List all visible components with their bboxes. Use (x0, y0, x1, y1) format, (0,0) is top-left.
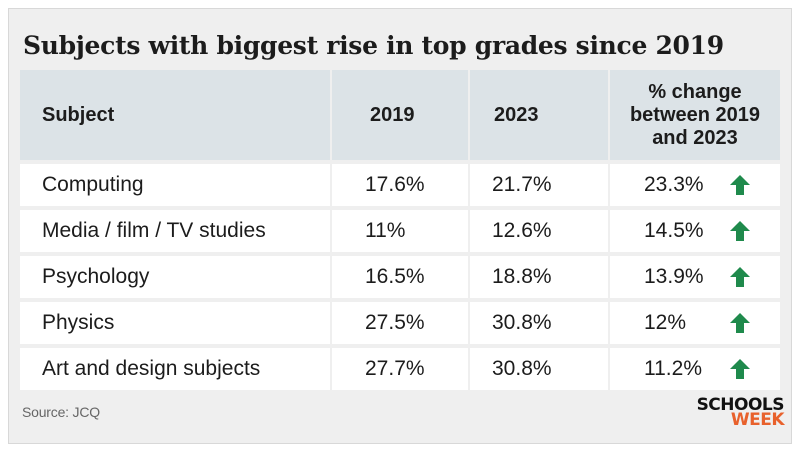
subject-cell: Psychology (20, 256, 332, 298)
value-2019-cell: 27.7% (332, 348, 470, 390)
up-arrow-icon (730, 175, 750, 195)
subject-cell: Computing (20, 164, 332, 206)
up-arrow-icon (730, 221, 750, 241)
value-2019-cell: 27.5% (332, 302, 470, 344)
value-2019-cell: 11% (332, 210, 470, 252)
header-change: % change between 2019 and 2023 (610, 70, 780, 160)
source-note: Source: JCQ (22, 404, 100, 420)
value-2023-cell: 12.6% (470, 210, 610, 252)
value-2023-cell: 30.8% (470, 302, 610, 344)
change-cell: 14.5% (610, 210, 780, 252)
table-row: Physics 27.5% 30.8% 12% (20, 302, 780, 344)
logo-line-1: SCHOOLS (696, 395, 785, 415)
header-change-line-2: between 2019 (629, 103, 761, 126)
header-change-line-1: % change (648, 80, 742, 103)
change-cell: 13.9% (610, 256, 780, 298)
data-table: Subject 2019 2023 % change between 2019 … (20, 66, 780, 394)
up-arrow-icon (730, 267, 750, 287)
change-cell: 23.3% (610, 164, 780, 206)
value-2019-cell: 17.6% (332, 164, 470, 206)
subject-cell: Art and design subjects (20, 348, 332, 390)
change-value: 12% (644, 311, 687, 334)
subject-cell: Media / film / TV studies (20, 210, 332, 252)
logo-line-2: WEEK (730, 410, 785, 430)
header-2023: 2023 (470, 70, 610, 160)
change-value: 14.5% (644, 219, 704, 242)
table-row: Computing 17.6% 21.7% 23.3% (20, 164, 780, 206)
schools-week-logo: SCHOOLS WEEK (696, 395, 785, 430)
header-2019: 2019 (332, 70, 470, 160)
change-cell: 11.2% (610, 348, 780, 390)
value-2023-cell: 18.8% (470, 256, 610, 298)
chart-title: Subjects with biggest rise in top grades… (23, 31, 724, 60)
change-value: 23.3% (644, 173, 704, 196)
value-2023-cell: 21.7% (470, 164, 610, 206)
change-value: 13.9% (644, 265, 704, 288)
table-row: Art and design subjects 27.7% 30.8% 11.2% (20, 348, 780, 390)
value-2023-cell: 30.8% (470, 348, 610, 390)
header-subject: Subject (20, 70, 332, 160)
table-header-row: Subject 2019 2023 % change between 2019 … (20, 70, 780, 160)
value-2019-cell: 16.5% (332, 256, 470, 298)
table-row: Psychology 16.5% 18.8% 13.9% (20, 256, 780, 298)
table-row: Media / film / TV studies 11% 12.6% 14.5% (20, 210, 780, 252)
up-arrow-icon (730, 313, 750, 333)
subject-cell: Physics (20, 302, 332, 344)
change-value: 11.2% (644, 357, 702, 380)
change-cell: 12% (610, 302, 780, 344)
up-arrow-icon (730, 359, 750, 379)
header-change-line-3: and 2023 (652, 126, 738, 149)
